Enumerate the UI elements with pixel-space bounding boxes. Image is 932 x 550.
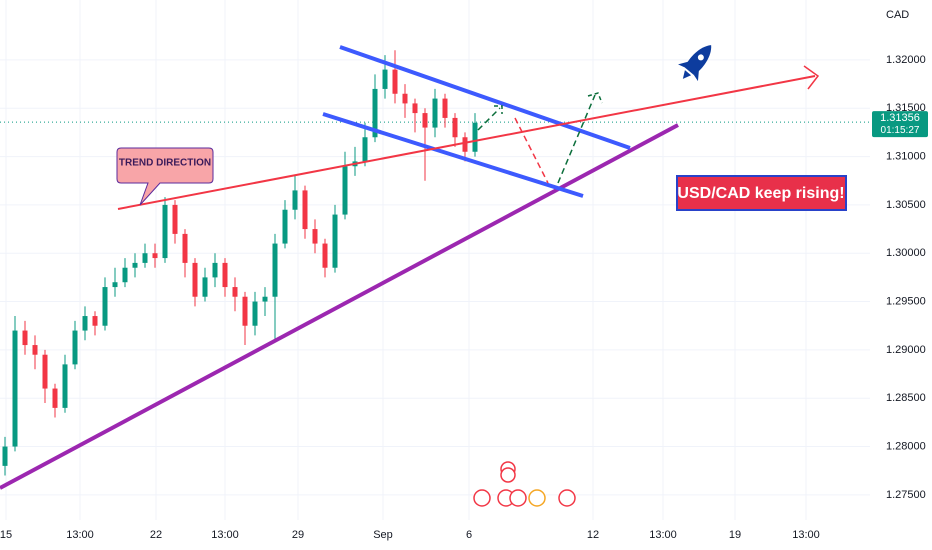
event-icons [473,461,576,507]
projection-up [477,107,501,131]
drawings: TREND DIRECTION USD/CAD keep rising! [0,45,847,507]
candle-body [402,93,408,104]
last-price-box [872,111,928,138]
candle-body [92,316,98,326]
callout-text: TREND DIRECTION [119,158,211,169]
x-tick-label: 22 [150,529,162,541]
rocket-icon [678,45,712,82]
projection-arrow [587,92,603,104]
y-tick-label: 1.30000 [886,247,926,259]
candle-body [432,98,438,128]
countdown-label: 01:15:27 [881,125,920,136]
x-tick-label: 29 [292,529,304,541]
x-tick-label: 13:00 [649,529,677,541]
candle-body [212,262,218,278]
candle-body [82,316,88,331]
candle-body [222,262,228,288]
y-tick-label: 1.31500 [886,102,926,114]
candle-body [442,98,448,118]
candle-body [472,122,478,152]
candle-body [232,287,238,297]
x-tick-label: 13:00 [66,529,94,541]
candle-body [382,69,388,89]
candle-body [12,330,18,447]
x-tick-label: 6 [466,529,472,541]
y-tick-label: 1.28500 [886,392,926,404]
trend-arrow [803,65,820,90]
y-tick-label: 1.29000 [886,344,926,356]
candle-body [152,253,158,259]
note-box [676,175,847,211]
projection-arrow [494,105,503,114]
currency-label: CAD [886,9,909,21]
candle-body [312,229,318,244]
axes: CAD 1.32000 1.31500 1.31000 1.30500 1.30000 1… [0,9,928,541]
candle-body [292,190,298,210]
candle-body [132,262,138,268]
candle-body [102,287,108,326]
candle-body [332,214,338,268]
candle-body [342,166,348,215]
callout-box [116,147,214,206]
candle-body [182,233,188,263]
x-tick-label: 12 [587,529,599,541]
candle-body [2,446,8,466]
candle-body [192,262,198,297]
candle-body [372,88,378,138]
candle-body [202,277,208,297]
trend-line [117,75,816,210]
candle-body [412,103,418,114]
candle-body [392,69,398,94]
candle-body [42,354,48,389]
candle-body [32,345,38,355]
x-tick-label: 13:00 [211,529,239,541]
candle-body [72,330,78,365]
last-price-label: 1.31356 [880,112,920,124]
candle-body [172,204,178,234]
candle-body [362,137,368,162]
support-line [0,123,679,490]
y-tick-label: 1.27500 [886,489,926,501]
candles [2,50,478,476]
candle-body [422,113,428,128]
note-text: USD/CAD keep rising! [677,185,844,202]
x-tick-label: 19 [729,529,741,541]
candle-body [52,388,58,408]
x-tick-label: 13:00 [792,529,820,541]
candle-body [262,296,268,302]
y-tick-label: 1.31000 [886,150,926,162]
y-tick-label: 1.32000 [886,54,926,66]
channel-lower [322,112,584,198]
x-tick-label: Sep [373,529,393,541]
candle-body [22,330,28,346]
candle-body [252,301,258,326]
candle-body [272,243,278,297]
candle-body [462,137,468,152]
y-tick-label: 1.29500 [886,295,926,307]
projection-down [514,117,549,184]
candle-body [242,296,248,326]
candle-body [162,204,168,259]
candle-body [452,117,458,138]
candle-body [322,243,328,268]
y-tick-label: 1.30500 [886,199,926,211]
projection-rise [557,94,596,184]
y-tick-label: 1.28000 [886,440,926,452]
candle-body [122,267,128,283]
candle-body [282,209,288,244]
candle-body [142,253,148,263]
channel-upper [339,45,631,150]
candle-body [302,190,308,230]
candle-body [62,364,68,408]
candle-body [112,282,118,288]
x-tick-label: 15 [0,529,12,541]
